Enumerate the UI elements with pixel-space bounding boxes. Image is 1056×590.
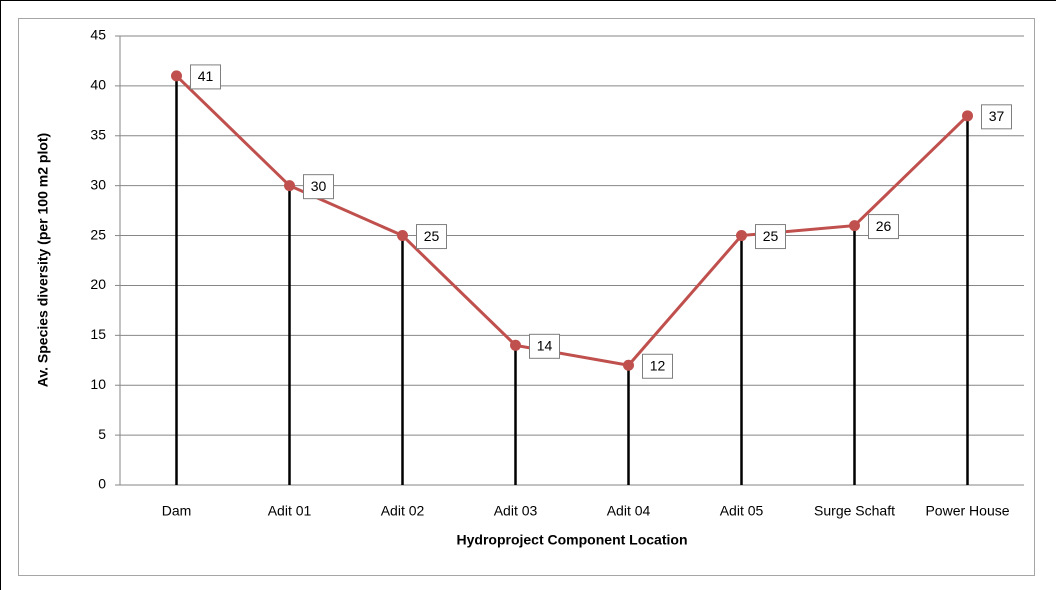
data-label-box (981, 104, 1012, 130)
data-label: 25 (424, 228, 440, 244)
point (397, 230, 408, 242)
y-tick-label: 5 (98, 426, 106, 442)
y-tick-label: 0 (98, 476, 106, 492)
data-label: 30 (311, 178, 327, 194)
x-tick-label: Adit 04 (607, 503, 651, 519)
x-axis-label: Hydroproject Component Location (457, 532, 688, 548)
point (510, 339, 521, 351)
data-label: 12 (650, 357, 666, 373)
data-label: 25 (763, 228, 779, 244)
y-tick-label: 20 (90, 276, 106, 292)
x-tick-label: Dam (162, 503, 192, 519)
y-axis-label: Av. Species diversity (per 100 m2 plot) (35, 133, 51, 387)
y-tick-label: 30 (90, 176, 106, 192)
data-label: 41 (198, 68, 214, 84)
y-tick-label: 40 (90, 77, 106, 93)
y-tick-label: 35 (90, 126, 106, 142)
y-tick-label: 10 (90, 376, 106, 392)
point (284, 180, 295, 192)
data-label-box (416, 224, 447, 250)
x-tick-label: Adit 02 (381, 503, 425, 519)
data-label-box (642, 353, 673, 379)
y-tick-label: 25 (90, 226, 106, 242)
x-tick-label: Power House (925, 503, 1009, 519)
data-label: 14 (537, 338, 553, 354)
data-label-box (303, 174, 334, 200)
y-tick-label: 45 (90, 27, 106, 43)
data-label-box (529, 333, 560, 359)
x-tick-label: Adit 05 (720, 503, 764, 519)
data-label: 37 (989, 108, 1005, 124)
data-label: 26 (876, 218, 892, 234)
x-tick-label: Adit 01 (268, 503, 312, 519)
data-label-box (868, 214, 899, 240)
data-label-box (190, 64, 221, 90)
point (736, 230, 747, 242)
point (849, 220, 860, 232)
x-tick-label: Adit 03 (494, 503, 538, 519)
chart-frame (18, 18, 1035, 576)
y-tick-label: 15 (90, 326, 106, 342)
x-tick-label: Surge Schaft (814, 503, 895, 519)
data-label-box (755, 224, 786, 250)
point (623, 359, 634, 371)
point (962, 110, 973, 122)
point (171, 70, 182, 82)
